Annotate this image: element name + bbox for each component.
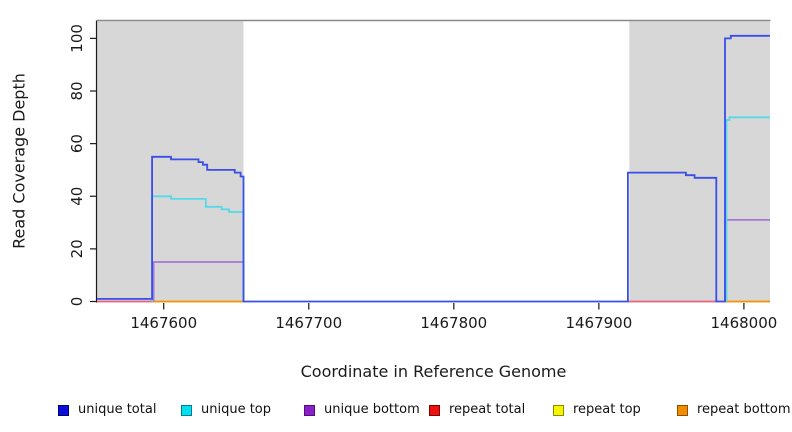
y-tick-label: 60 xyxy=(68,134,86,153)
y-axis-title: Read Coverage Depth xyxy=(9,73,29,249)
x-tick-label: 1467600 xyxy=(130,314,197,332)
x-tick-label: 1467700 xyxy=(275,314,342,332)
series-line-unique-total xyxy=(97,34,770,303)
legend-swatch-icon xyxy=(58,404,69,416)
series-line-unique-top xyxy=(725,116,770,302)
y-tick-label: 20 xyxy=(68,239,86,258)
legend-swatch-icon xyxy=(677,404,688,416)
legend-label: unique top xyxy=(201,402,272,417)
y-tick-label: 40 xyxy=(68,187,86,206)
x-axis-title: Coordinate in Reference Genome xyxy=(300,362,567,381)
shaded-region xyxy=(97,21,244,303)
legend: unique total unique top unique bottom repea… xyxy=(0,402,792,420)
y-tick-label: 80 xyxy=(68,81,86,100)
legend-label: unique bottom xyxy=(324,402,420,417)
legend-item-repeat-bottom: repeat bottom xyxy=(677,402,791,418)
legend-swatch-icon xyxy=(304,404,315,416)
legend-label: unique total xyxy=(78,402,157,417)
x-tick-label: 1468000 xyxy=(710,314,777,332)
legend-label: repeat total xyxy=(449,402,526,417)
x-axis: 1467600 1467700 1467800 1467900 1468000 xyxy=(130,303,777,332)
shaded-region xyxy=(629,21,770,303)
legend-swatch-icon xyxy=(181,404,192,416)
legend-item-unique-bottom: unique bottom xyxy=(304,402,420,418)
shaded-regions xyxy=(97,21,770,303)
y-tick-label: 0 xyxy=(68,297,86,307)
legend-swatch-icon xyxy=(553,404,564,416)
x-tick-label: 1467800 xyxy=(420,314,487,332)
series-line-unique-top xyxy=(151,195,245,302)
series-lines xyxy=(97,34,770,303)
legend-item-repeat-top: repeat top xyxy=(553,402,641,418)
legend-item-unique-top: unique top xyxy=(181,402,271,418)
legend-label: repeat bottom xyxy=(697,402,791,417)
x-tick-label: 1467900 xyxy=(565,314,632,332)
y-axis: 0 20 40 60 80 100 xyxy=(68,20,98,307)
legend-swatch-icon xyxy=(429,404,440,416)
legend-item-unique-total: unique total xyxy=(58,402,156,418)
legend-label: repeat top xyxy=(573,402,641,417)
legend-item-repeat-total: repeat total xyxy=(429,402,525,418)
y-tick-label: 100 xyxy=(68,24,86,53)
